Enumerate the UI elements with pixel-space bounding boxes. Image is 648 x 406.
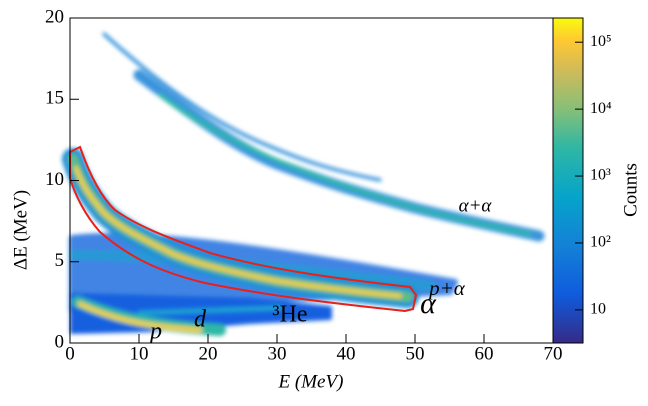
x-axis-label: E (MeV) — [278, 371, 344, 392]
colorbar-tick-label: 10³ — [590, 167, 611, 184]
x-tick-label: 40 — [337, 343, 356, 364]
y-tick-label: 5 — [55, 250, 65, 271]
alpha-contour — [69, 145, 418, 313]
colorbar-tick-label: 10² — [590, 234, 611, 251]
band-label: α+α — [459, 195, 493, 216]
band-label: p+α — [427, 276, 466, 300]
x-tick-label: 50 — [406, 343, 425, 364]
colorbar — [552, 17, 584, 344]
y-tick-label: 0 — [55, 331, 65, 352]
band-label: d — [194, 307, 207, 333]
colorbar-tick-label: 10 — [590, 301, 606, 318]
colorbar-label: Counts — [620, 163, 641, 217]
x-tick-label: 10 — [130, 343, 149, 364]
band-label: p — [148, 319, 162, 345]
y-tick-label: 20 — [45, 6, 64, 27]
band-label: α — [420, 287, 437, 320]
x-tick-label: 0 — [65, 343, 75, 364]
colorbar-tick-label: 10⁴ — [590, 100, 612, 117]
x-tick-label: 20 — [199, 343, 218, 364]
y-tick-label: 15 — [45, 88, 64, 109]
x-tick-label: 60 — [475, 343, 494, 364]
x-tick-label: 30 — [268, 343, 287, 364]
density-bands — [62, 32, 545, 336]
band-label: ³He — [272, 302, 307, 328]
y-axis-label: ΔE (MeV) — [10, 190, 31, 270]
colorbar-tick-label: 10⁵ — [590, 33, 612, 50]
x-tick-label: 70 — [544, 343, 563, 364]
y-tick-label: 10 — [45, 169, 64, 190]
